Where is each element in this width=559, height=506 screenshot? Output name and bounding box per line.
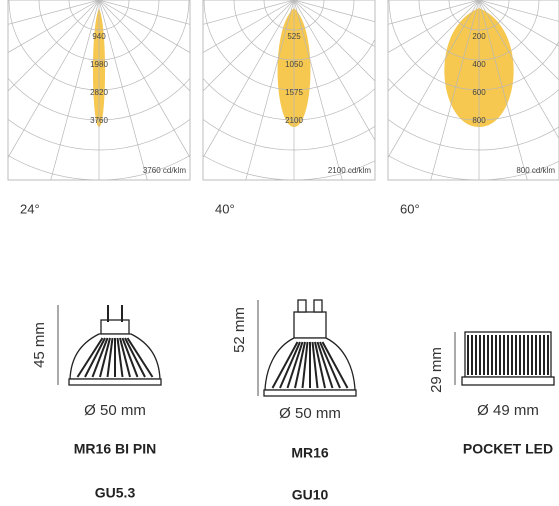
fin bbox=[84, 337, 106, 378]
grid-ray bbox=[50, 0, 100, 180]
fin bbox=[286, 341, 304, 389]
lamp-diameter: Ø 50 mm bbox=[279, 405, 341, 422]
grid-ray bbox=[388, 0, 480, 159]
grid-ray bbox=[245, 0, 295, 180]
grid-ray bbox=[98, 0, 190, 53]
fin bbox=[76, 337, 104, 378]
grid-ray bbox=[293, 0, 375, 48]
lamp-name: POCKET LED bbox=[463, 441, 553, 457]
lamp-diameter: Ø 49 mm bbox=[477, 402, 539, 419]
grid-ray bbox=[478, 0, 559, 22]
grid-ray bbox=[8, 0, 100, 53]
lamp-rim bbox=[263, 389, 357, 397]
grid-ray bbox=[98, 0, 190, 159]
ring-label: 600 bbox=[472, 88, 486, 97]
fin bbox=[301, 341, 309, 389]
scale-label: 800 cd/klm bbox=[516, 166, 555, 175]
pin bbox=[313, 299, 323, 313]
grid-ray bbox=[203, 0, 295, 159]
fin bbox=[271, 341, 299, 389]
lamp-drawing bbox=[68, 305, 162, 386]
panel-frame bbox=[7, 0, 191, 181]
polar-diagram bbox=[8, 0, 190, 180]
pin bbox=[297, 299, 307, 313]
grid-ray bbox=[293, 0, 375, 82]
grid-ray bbox=[8, 0, 100, 25]
grid-ray bbox=[98, 0, 190, 92]
fin bbox=[119, 337, 131, 378]
lamp-neck bbox=[100, 319, 130, 335]
grid-ray bbox=[430, 0, 480, 180]
grid-ray bbox=[478, 0, 559, 140]
grid-ray bbox=[98, 0, 190, 25]
grid-ray bbox=[388, 0, 480, 53]
grid-ray bbox=[478, 0, 528, 180]
ring-label: 200 bbox=[472, 32, 486, 41]
scale-label: 2100 cd/klm bbox=[328, 166, 371, 175]
grid-ray bbox=[203, 0, 295, 53]
fin bbox=[294, 341, 306, 389]
grid-ring bbox=[388, 118, 559, 151]
fin bbox=[99, 337, 111, 378]
lamp-height: 45 mm bbox=[31, 322, 48, 368]
fin bbox=[116, 337, 124, 378]
lamp-base-type: GU10 bbox=[292, 487, 329, 503]
lamp-name: MR16 BI PIN bbox=[74, 441, 156, 457]
fin bbox=[121, 337, 139, 378]
fin bbox=[106, 337, 114, 378]
panel-frame bbox=[387, 0, 559, 181]
ring-label: 1980 bbox=[90, 60, 108, 69]
lamp-base-type: GU5.3 bbox=[95, 485, 136, 501]
fin bbox=[91, 337, 109, 378]
lamp-drawing bbox=[263, 299, 357, 397]
lamp-height: 52 mm bbox=[231, 307, 248, 353]
polar-diagram bbox=[203, 0, 375, 180]
lamp-height: 29 mm bbox=[428, 347, 445, 393]
grid-ray bbox=[8, 0, 100, 159]
beam-angle: 60° bbox=[400, 201, 420, 216]
grid-ray bbox=[98, 0, 148, 180]
lamp-name: MR16 bbox=[291, 445, 329, 461]
fin bbox=[316, 341, 334, 389]
scale-label: 3760 cd/klm bbox=[143, 166, 186, 175]
lamp-rim bbox=[461, 376, 555, 386]
ring-label: 800 bbox=[472, 116, 486, 125]
ring-label: 2820 bbox=[90, 88, 108, 97]
ring-label: 1575 bbox=[285, 88, 303, 97]
lamp-drawing bbox=[461, 331, 555, 386]
grid-ring bbox=[8, 118, 190, 151]
grid-ray bbox=[293, 0, 343, 180]
fin bbox=[314, 341, 326, 389]
ring-label: 400 bbox=[472, 60, 486, 69]
beam-angle: 24° bbox=[20, 201, 40, 216]
ring-label: 940 bbox=[92, 32, 106, 41]
grid-ray bbox=[478, 0, 559, 47]
fin bbox=[126, 337, 154, 378]
grid-ray bbox=[293, 0, 375, 23]
grid-ring bbox=[8, 154, 190, 180]
grid-ray bbox=[388, 0, 480, 92]
ring-label: 3760 bbox=[90, 116, 108, 125]
fin bbox=[311, 341, 319, 389]
grid-ray bbox=[293, 0, 375, 141]
grid-ray bbox=[203, 0, 295, 92]
panel-frame bbox=[202, 0, 376, 181]
lamp-diameter: Ø 50 mm bbox=[84, 402, 146, 419]
lamp-rim bbox=[68, 378, 162, 386]
fin bbox=[124, 337, 146, 378]
grid-ray bbox=[203, 0, 295, 25]
ring-label: 1050 bbox=[285, 60, 303, 69]
polar-diagram bbox=[388, 0, 559, 180]
beam-angle: 40° bbox=[215, 201, 235, 216]
fin bbox=[321, 341, 349, 389]
grid-ray bbox=[8, 0, 100, 92]
grid-ray bbox=[478, 0, 559, 81]
ring-label: 525 bbox=[287, 32, 301, 41]
grid-ray bbox=[388, 0, 480, 25]
fin bbox=[279, 341, 301, 389]
lamp-base bbox=[293, 311, 327, 339]
fin bbox=[319, 341, 341, 389]
ring-label: 2100 bbox=[285, 116, 303, 125]
